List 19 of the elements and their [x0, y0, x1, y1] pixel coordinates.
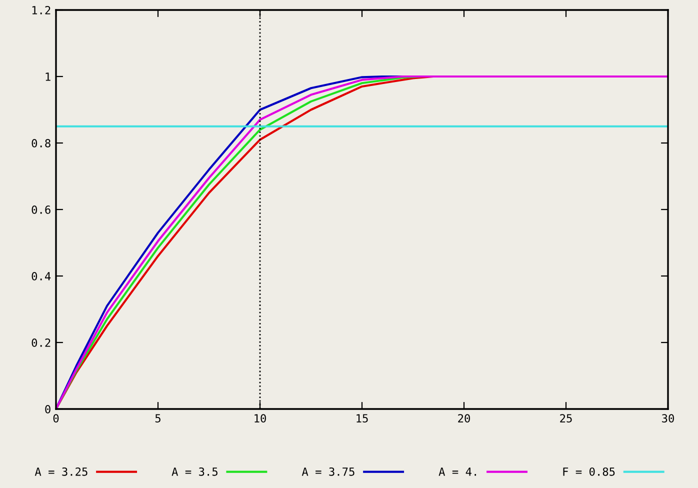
- y-tick-label: 0: [45, 405, 50, 414]
- legend-label: A = 4.: [438, 468, 476, 476]
- x-tick-label: 15: [356, 414, 368, 423]
- x-tick-label: 20: [458, 414, 470, 423]
- x-tick-label: 0: [53, 414, 59, 423]
- y-tick-label: 0.4: [32, 272, 51, 280]
- y-tick-label: 1: [46, 72, 50, 81]
- x-tick-label: 10: [254, 414, 266, 423]
- legend-label: A = 3.5: [172, 467, 218, 476]
- x-tick-label: 30: [662, 414, 674, 423]
- legend-label: A = 3.25: [34, 467, 88, 476]
- x-tick-label: 25: [560, 414, 572, 423]
- y-tick-label: 0.6: [32, 206, 50, 214]
- x-tick-label: 5: [155, 414, 160, 423]
- y-tick-label: 0.2: [32, 338, 50, 347]
- legend-label: F = 0.85: [563, 467, 615, 476]
- legend-label: A = 3.75: [302, 467, 354, 476]
- y-tick-label: 1.2: [32, 6, 50, 14]
- y-tick-label: 0.8: [32, 139, 50, 148]
